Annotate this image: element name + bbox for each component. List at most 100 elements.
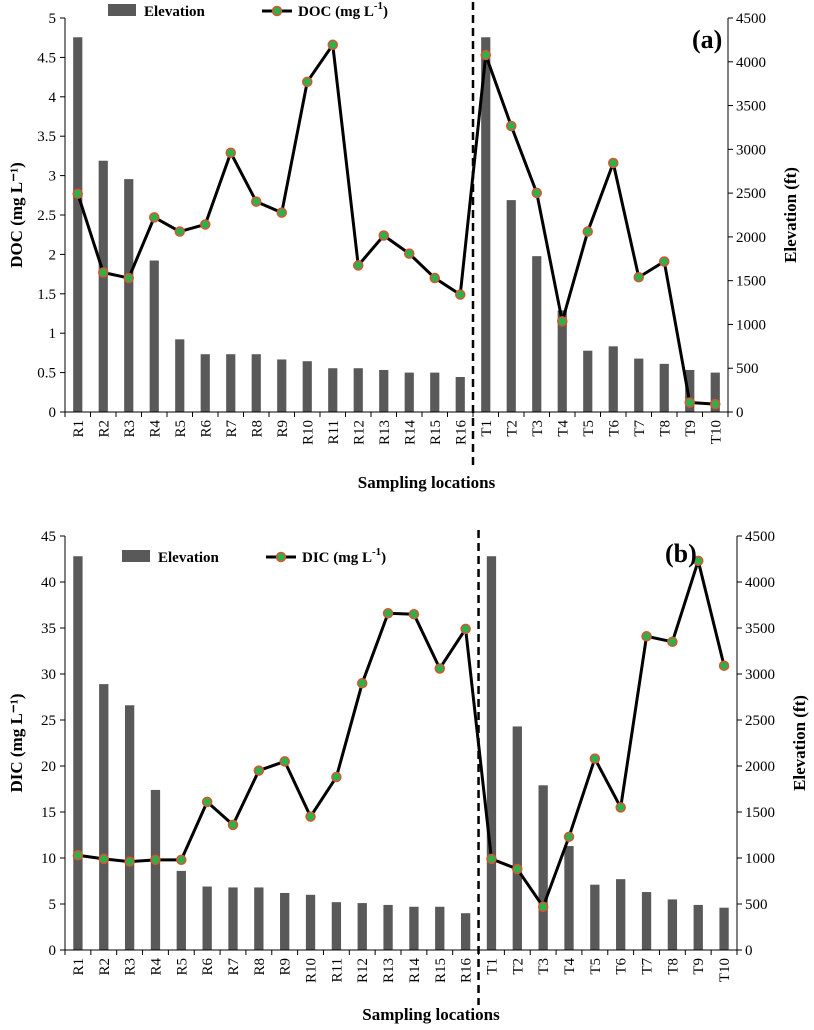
elevation-bar (641, 892, 652, 950)
x-tick-label: R9 (275, 420, 291, 438)
elevation-bar (512, 726, 522, 950)
y2-axis-title: Elevation (ft) (790, 695, 809, 791)
concentration-point (200, 219, 211, 230)
legend-bar-label: Elevation (144, 4, 205, 20)
concentration-point (667, 636, 678, 648)
x-tick-label: R2 (96, 420, 112, 438)
legend: Elevation DIC (mg L-1) (122, 546, 386, 566)
right-tick-label: 0 (745, 943, 753, 959)
right-tick-label: 1000 (745, 851, 775, 867)
concentration-point (429, 272, 440, 284)
legend: Elevation DOC (mg L-1) (108, 0, 388, 20)
left-tick-label: 4 (49, 90, 57, 106)
x-tick-label: R14 (402, 420, 418, 446)
concentration-point (455, 289, 466, 300)
concentration-point (582, 226, 593, 237)
x-tick-label: T10 (708, 420, 724, 444)
x-tick-label: T4 (555, 420, 571, 437)
elevation-bar (634, 358, 644, 412)
x-tick-label: R8 (249, 420, 265, 438)
concentration-point (378, 230, 389, 241)
legend-bar-swatch (108, 4, 136, 16)
x-tick-label: T4 (562, 958, 578, 975)
concentration-point (718, 660, 730, 671)
right-tick-label: 3500 (745, 621, 775, 637)
left-tick-label: 5 (49, 897, 57, 913)
left-tick-label: 45 (41, 529, 56, 545)
concentration-point (227, 819, 239, 831)
concentration-point (149, 212, 160, 223)
concentration-point (98, 853, 110, 865)
elevation-bar (506, 200, 516, 412)
x-tick-label: R1 (71, 420, 87, 438)
left-tick-label: 40 (41, 575, 56, 591)
x-tick-label: R5 (173, 420, 189, 438)
elevation-bar (280, 892, 290, 950)
right-tick-label: 4500 (745, 529, 775, 545)
elevation-bar (532, 256, 542, 412)
concentration-point (692, 555, 704, 567)
x-tick-label: R11 (326, 420, 342, 444)
x-tick-label: R14 (407, 958, 423, 984)
left-tick-label: 20 (41, 759, 56, 775)
elevation-bar (226, 354, 236, 412)
elevation-bar (685, 369, 695, 412)
left-tick-label: 5 (49, 11, 57, 27)
y-axis-title: DIC (mg L⁻¹) (7, 693, 26, 792)
x-tick-label: T5 (588, 958, 604, 975)
concentration-point (557, 316, 568, 327)
left-tick-label: 2 (49, 247, 57, 263)
right-tick-label: 500 (745, 897, 768, 913)
concentration-point (506, 120, 517, 132)
concentration-point (72, 849, 84, 861)
right-tick-label: 4500 (736, 11, 766, 27)
panel-label: (b) (665, 539, 697, 568)
concentration-point (225, 147, 236, 158)
legend-line-close: ) (383, 4, 388, 20)
left-tick-label: 1 (49, 326, 57, 342)
concentration-point (382, 608, 394, 619)
concentration-point (531, 187, 542, 199)
elevation-bar (124, 179, 134, 412)
x-tick-label: T6 (606, 420, 622, 437)
elevation-bar (305, 894, 316, 950)
chart-panel-a: 0 0.5 1 1.5 2 2.5 3 3.5 4 4.5 5 0 500 1000 1500 2000 250… (7, 0, 800, 492)
x-tick-label: R15 (433, 958, 449, 983)
concentration-point (331, 771, 342, 783)
left-tick-label: 1.5 (37, 287, 56, 303)
x-tick-label: R4 (148, 958, 164, 976)
elevation-bar (175, 339, 185, 412)
x-tick-label: R10 (304, 958, 320, 983)
x-tick-label: T1 (484, 958, 500, 975)
left-tick-label: 10 (41, 851, 56, 867)
elevation-bar (557, 310, 567, 412)
y-axis-title: DOC (mg L⁻¹) (7, 162, 26, 268)
concentration-point (563, 831, 575, 843)
x-tick-label: T7 (640, 958, 656, 975)
right-tick-label: 3500 (736, 99, 766, 115)
x-tick-label: T2 (510, 958, 526, 975)
left-tick-label: 2.5 (37, 208, 56, 224)
elevation-bar (616, 879, 626, 950)
elevation-bar (200, 354, 210, 412)
elevation-bar (73, 37, 83, 413)
right-tick-label: 3000 (745, 667, 775, 683)
legend-line-exponent: -1 (374, 0, 383, 12)
elevation-bar (98, 160, 108, 412)
concentration-point (201, 796, 213, 808)
x-tick-label: T8 (657, 420, 673, 437)
left-tick-label: 3.5 (37, 129, 56, 145)
concentration-point (615, 802, 626, 813)
concentration-point (72, 188, 83, 199)
concentration-point (174, 226, 185, 237)
elevation-bar (693, 904, 703, 950)
concentration-point (641, 631, 652, 642)
concentration-line (77, 559, 726, 909)
elevation-bar (564, 846, 574, 950)
elevation-bar (99, 684, 109, 950)
legend-bar-swatch (122, 550, 150, 562)
legend-line-text: DOC (mg L (298, 4, 374, 20)
elevation-bar (328, 368, 338, 412)
elevation-bar (486, 556, 497, 950)
elevation-bar (409, 906, 419, 950)
